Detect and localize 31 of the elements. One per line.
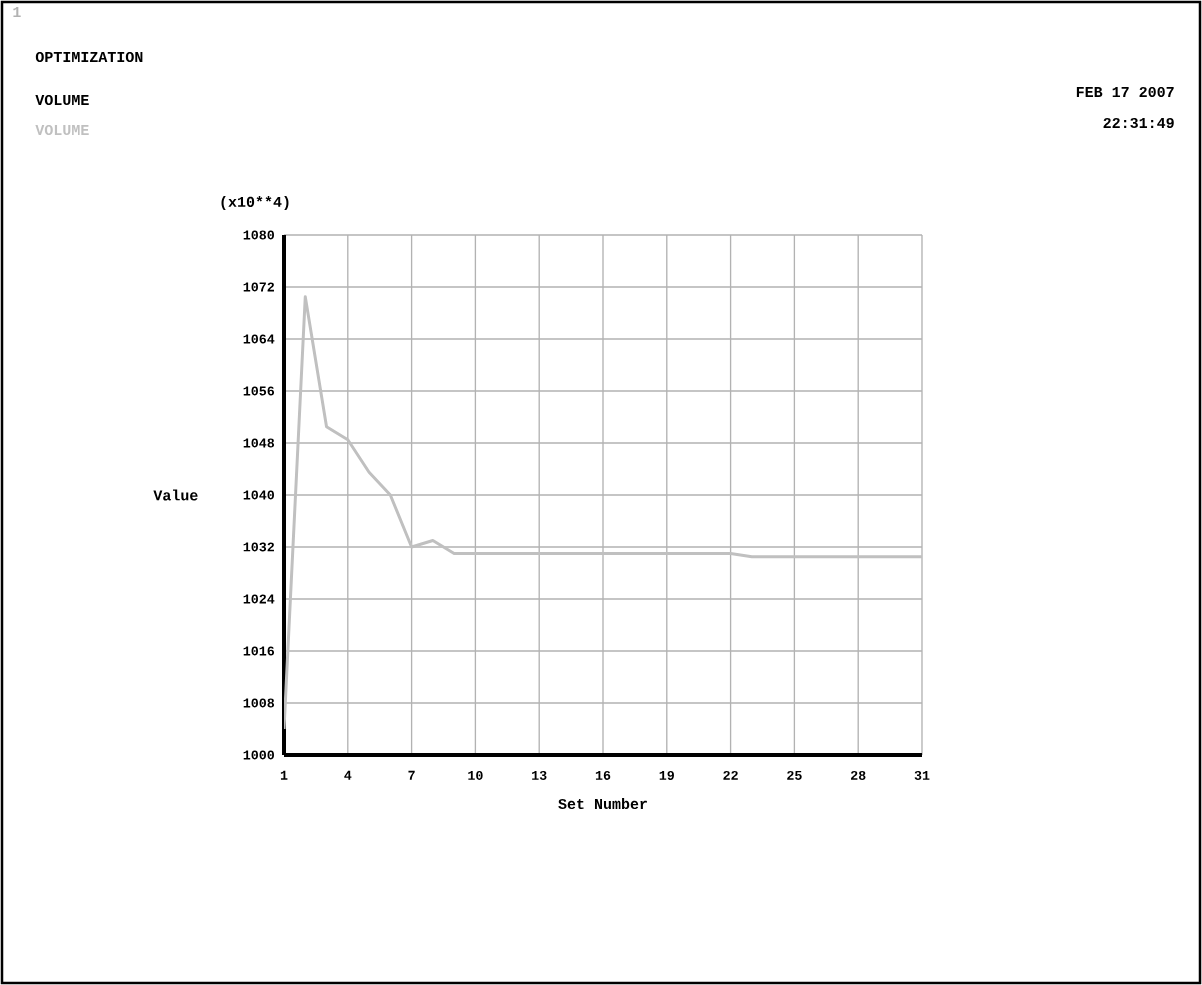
y-tick-label: 1072 (243, 282, 274, 292)
text: 1 (13, 7, 21, 17)
text: VOLUME (35, 94, 89, 106)
x-tick-label: 28 (851, 770, 866, 780)
text: FEB 17 2007 (1076, 86, 1174, 98)
y-tick-label: 1016 (243, 646, 275, 656)
x-tick-label: 1 (280, 770, 288, 780)
x-tick-label: 19 (659, 770, 674, 780)
y-tick-label: 1080 (243, 230, 275, 240)
x-tick-label: 16 (595, 770, 611, 780)
y-tick-label: 1032 (243, 542, 274, 552)
y-tick-label: 1048 (243, 438, 275, 448)
y-tick-label: 1000 (243, 750, 275, 760)
x-tick-label: 4 (344, 770, 352, 780)
x-tick-label: 25 (787, 770, 802, 780)
x-tick-label: 13 (532, 770, 547, 780)
y-tick-label: 1056 (243, 386, 275, 396)
y-tick-label: 1064 (243, 334, 275, 344)
x-tick-label: 22 (723, 770, 738, 780)
y-tick-label: 1008 (243, 698, 275, 708)
x-tick-label: 31 (914, 770, 930, 780)
y-tick-label: 1024 (243, 594, 275, 604)
text: 22:31:49 (1103, 117, 1174, 129)
x-tick-label: 10 (468, 770, 483, 780)
y-axis-title: Value (153, 489, 198, 501)
text: VOLUME (35, 124, 89, 136)
y-tick-label: 1040 (243, 490, 275, 500)
x-tick-label: 7 (408, 770, 415, 780)
x-axis-title: Set Number (558, 798, 647, 810)
text: OPTIMIZATION (35, 51, 143, 63)
text: (x10**4) (221, 195, 289, 210)
